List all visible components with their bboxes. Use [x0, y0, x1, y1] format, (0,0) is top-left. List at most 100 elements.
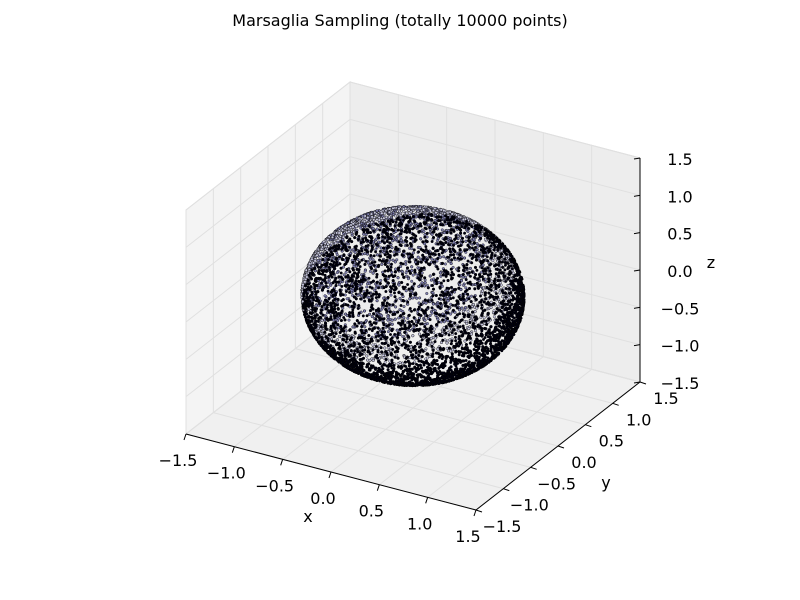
scatter-point [377, 240, 381, 244]
scatter-point [394, 229, 398, 233]
scatter-point [363, 269, 367, 273]
scatter-point [320, 247, 324, 251]
scatter-point [422, 215, 426, 219]
scatter-point [435, 359, 439, 363]
scatter-point [362, 232, 366, 236]
scatter-point [410, 265, 414, 269]
scatter-point [393, 260, 397, 264]
scatter-point [318, 256, 322, 260]
scatter-point [440, 357, 444, 361]
scatter-point [391, 258, 395, 262]
scatter-point [397, 250, 401, 253]
scatter-point [338, 237, 342, 241]
scatter-point [391, 239, 395, 243]
scatter-point [474, 329, 477, 333]
scatter-point [461, 221, 465, 225]
scatter-point [396, 234, 400, 238]
scatter-point [363, 325, 367, 329]
scatter-point [408, 211, 412, 215]
scatter-point [439, 208, 443, 212]
scatter-point [368, 224, 371, 228]
scatter-point [382, 216, 386, 220]
scatter-point [403, 216, 407, 220]
scatter-point [363, 252, 367, 256]
scatter-point [387, 210, 391, 214]
scatter-point [411, 296, 415, 300]
scatter-point [406, 277, 410, 281]
scatter-point [321, 258, 325, 262]
scatter-point [380, 262, 384, 266]
scatter-point [394, 305, 398, 309]
scatter-point [409, 345, 413, 349]
scatter-point [397, 283, 401, 287]
scatter-point [342, 265, 345, 269]
scatter-point [305, 275, 309, 279]
scatter-point [384, 215, 388, 219]
scatter-point [351, 325, 355, 329]
scatter-point [371, 358, 375, 362]
scatter-point [369, 257, 372, 261]
scatter-point [375, 253, 379, 257]
scatter-point [436, 363, 440, 366]
scatter-point [312, 273, 316, 276]
scatter-point [416, 255, 420, 259]
scatter-point [448, 236, 452, 240]
scatter-point [362, 230, 366, 234]
scatter-point [432, 209, 435, 213]
scatter-point [330, 253, 334, 257]
scatter-point [383, 211, 387, 215]
scatter-point [408, 328, 412, 332]
scatter-point [417, 285, 421, 288]
grid-line [185, 118, 351, 248]
scatter-point [367, 296, 371, 300]
scatter-point [371, 271, 375, 275]
scatter-point [347, 318, 351, 322]
scatter-point [316, 258, 320, 262]
scatter-point [387, 261, 391, 265]
scatter-point [368, 358, 372, 362]
scatter-point [438, 271, 442, 275]
scatter-point [432, 327, 436, 331]
scatter-point [329, 283, 333, 287]
scatter-point [353, 236, 357, 240]
scatter-point [415, 296, 419, 300]
scatter-point [386, 277, 390, 281]
scatter-point [428, 274, 432, 278]
scatter-point [427, 223, 431, 227]
grid-line [349, 118, 641, 196]
scatter-point [410, 247, 414, 251]
scatter-point [366, 216, 370, 220]
scatter-point [430, 311, 434, 315]
grid-line [185, 81, 351, 211]
scatter-point [461, 218, 465, 221]
scatter-point [399, 214, 403, 217]
scatter-point [444, 356, 448, 360]
scatter-point [433, 336, 437, 340]
scatter-point [418, 332, 421, 336]
scatter-point [390, 318, 394, 322]
scatter-point [469, 332, 473, 336]
scatter-point [356, 258, 360, 261]
scatter-point [386, 318, 390, 322]
scatter-point [411, 334, 415, 338]
scatter-point [303, 280, 307, 284]
scatter-point [411, 273, 415, 277]
scatter-point [484, 280, 488, 284]
scatter-point [307, 282, 311, 286]
scatter-point [322, 253, 326, 257]
scatter-point [346, 239, 350, 243]
scatter-point [408, 297, 412, 301]
scatter-points [300, 204, 526, 388]
scatter-point [381, 353, 385, 357]
scatter-point [511, 271, 515, 275]
scatter-point [442, 255, 446, 259]
scatter-point [315, 263, 319, 267]
scatter-point [423, 242, 427, 246]
scatter-point [401, 361, 405, 365]
scatter-point [370, 215, 374, 219]
scatter-point [401, 270, 404, 274]
scatter-point [498, 291, 502, 295]
scatter-point [345, 236, 349, 240]
scatter-point [450, 212, 454, 216]
scatter-point [489, 305, 493, 309]
